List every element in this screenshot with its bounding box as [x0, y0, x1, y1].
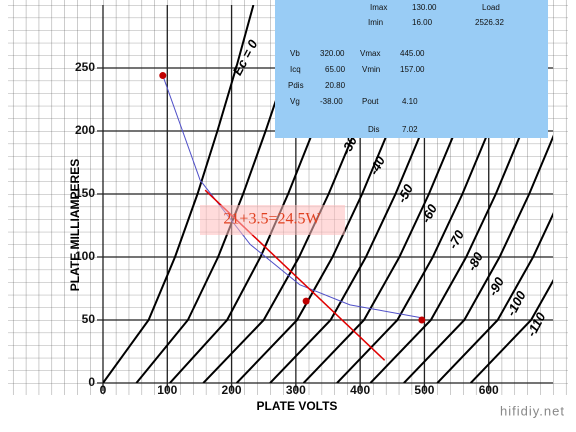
y-tick-label: 100 [75, 249, 95, 263]
info-cell: Imin [368, 18, 383, 27]
info-cell: 16.00 [412, 18, 433, 27]
info-cell: 2526.32 [475, 18, 504, 27]
y-tick-label: 0 [88, 375, 95, 389]
plate-curve [403, 134, 553, 383]
info-panel [275, 0, 548, 138]
info-cell: Vmin [362, 65, 380, 74]
info-cell: Pdis [288, 81, 304, 90]
operating-point [418, 316, 426, 324]
info-cell: 445.00 [400, 49, 425, 58]
operating-point [302, 297, 310, 305]
power-curve [162, 75, 420, 318]
x-tick-label: 600 [479, 383, 499, 397]
watermark: hifidiy.net [500, 403, 565, 418]
x-tick-label: 300 [286, 383, 306, 397]
x-tick-label: 100 [157, 383, 177, 397]
plate-curve [436, 212, 553, 383]
info-cell: 130.00 [412, 3, 437, 12]
x-tick-label: 400 [350, 383, 370, 397]
info-cell: 157.00 [400, 65, 425, 74]
info-cell: 7.02 [402, 125, 418, 134]
info-text-group: Imax 130.00 Load Imin 16.00 2526.32 Vb 320.00 Vm… [288, 3, 504, 134]
y-axis-label: PLATE MILLIAMPERES [68, 159, 82, 291]
info-cell: 320.00 [320, 49, 345, 58]
info-cell: Pout [362, 97, 379, 106]
y-tick-label: 150 [75, 186, 95, 200]
info-cell: Dis [368, 125, 380, 134]
info-cell: Load [482, 3, 500, 12]
info-cell: Imax [370, 3, 387, 12]
x-tick-label: 500 [414, 383, 434, 397]
x-axis-label: PLATE VOLTS [257, 399, 338, 413]
info-cell: 65.00 [325, 65, 346, 74]
x-tick-label: 0 [100, 383, 107, 397]
info-cell: 4.10 [402, 97, 418, 106]
plate-curve [103, 5, 255, 383]
y-tick-label: 50 [82, 312, 96, 326]
operating-point [159, 72, 167, 80]
annotation: 21+3.5=24.5W [223, 211, 321, 228]
info-cell: Vmax [360, 49, 380, 58]
info-cell: 20.80 [325, 81, 346, 90]
annotation-box [200, 205, 345, 235]
y-tick-label: 200 [75, 123, 95, 137]
info-cell: Vg [290, 97, 300, 106]
info-cell: Vb [290, 49, 300, 58]
info-cell: Icq [290, 65, 301, 74]
x-tick-label: 200 [222, 383, 242, 397]
info-cell: -38.00 [320, 97, 343, 106]
y-tick-label: 250 [75, 60, 95, 74]
plate-curve [469, 278, 553, 383]
